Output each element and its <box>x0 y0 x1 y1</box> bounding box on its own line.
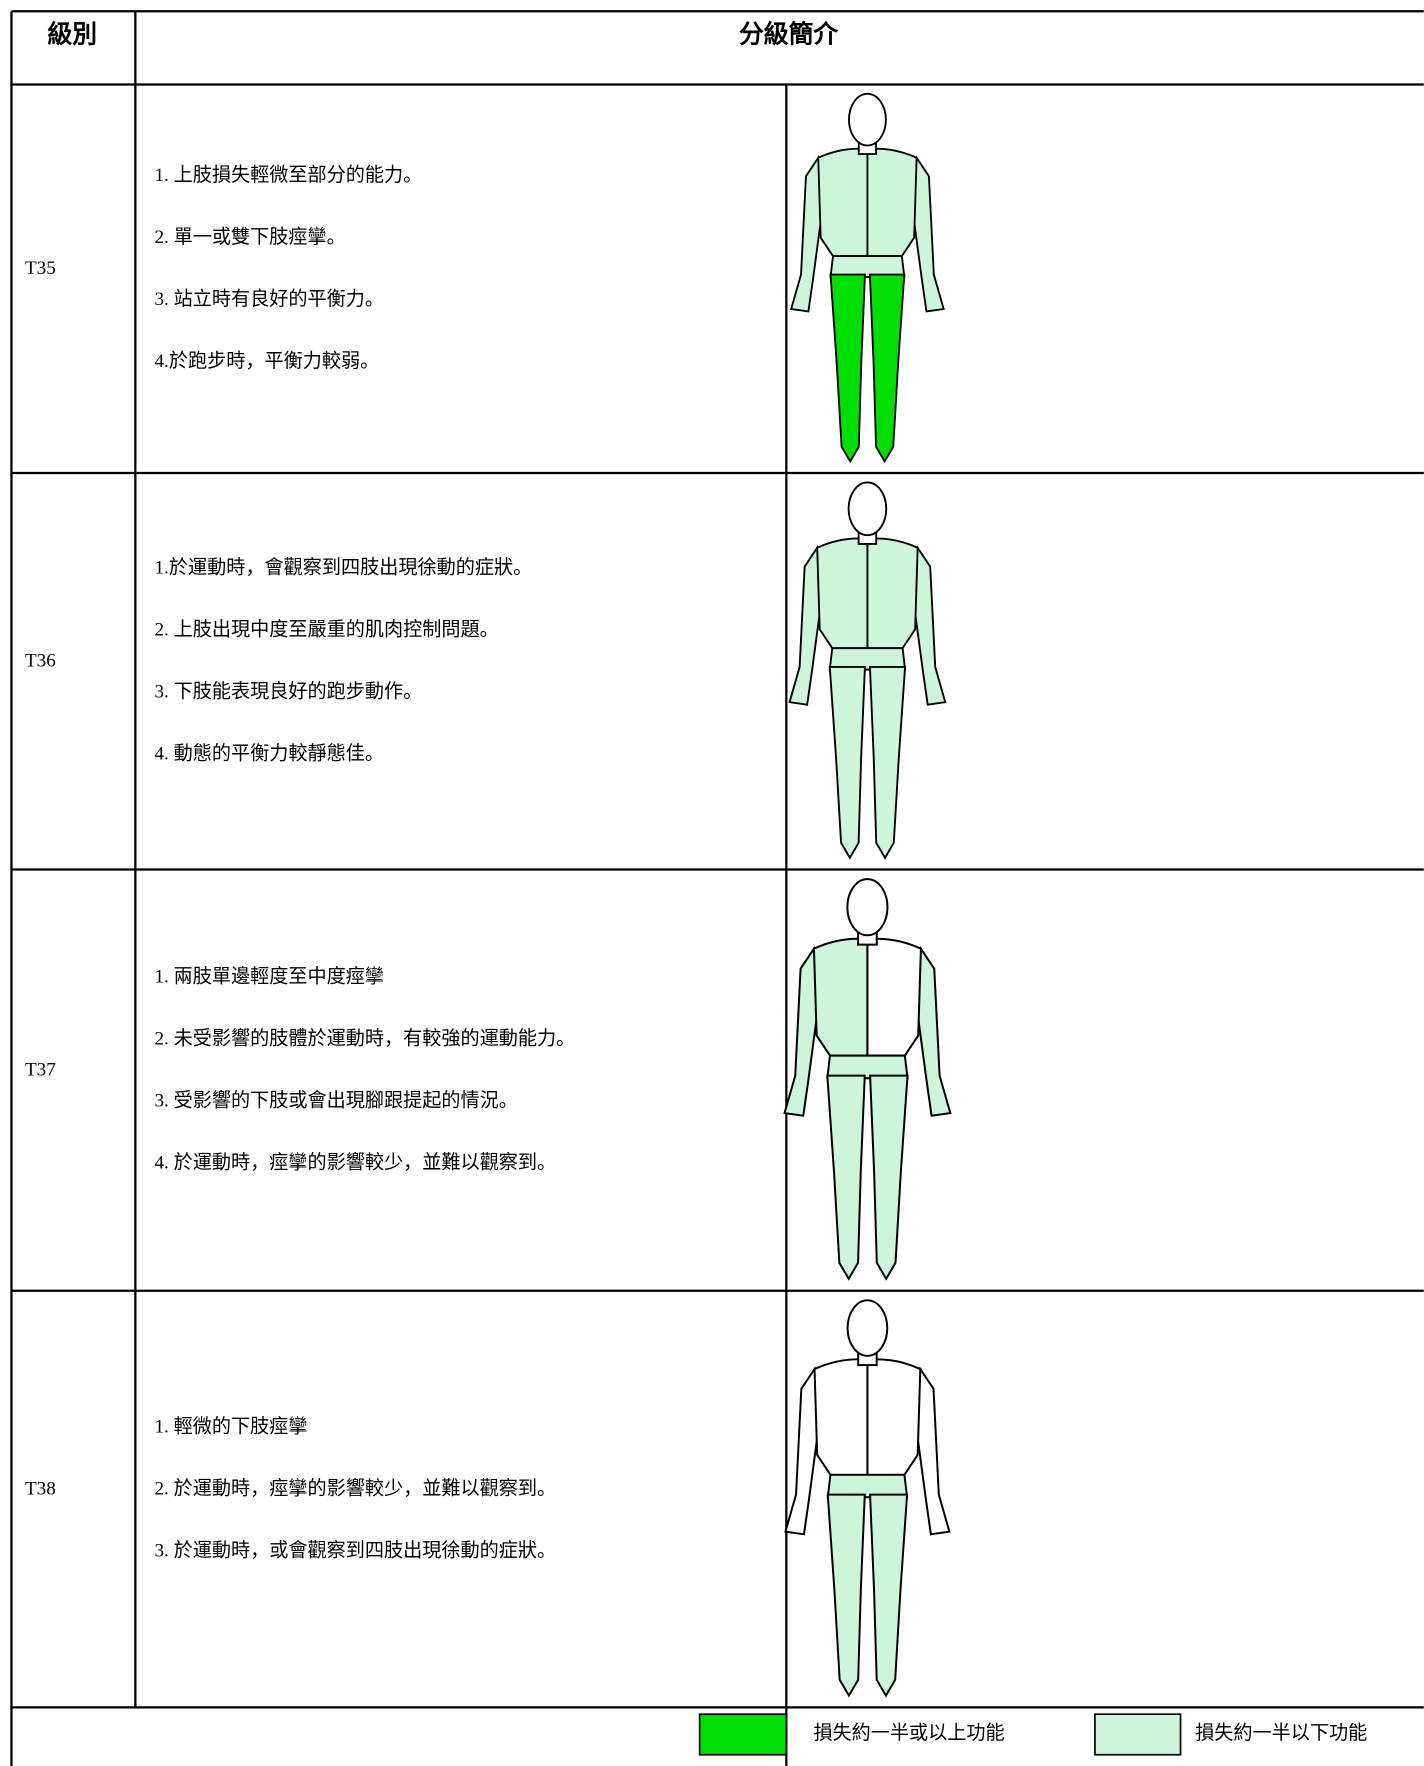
description-line: 3. 於運動時，或會觀察到四肢出現徐動的症狀。 <box>154 1539 556 1561</box>
description-line: 1. 兩肢單邊輕度至中度痙攣 <box>154 966 383 988</box>
body-torsoR <box>866 1358 922 1476</box>
head <box>848 92 887 147</box>
description-line: 2. 單一或雙下肢痙攣。 <box>154 226 345 248</box>
description-line: 2. 上肢出現中度至嚴重的肌肉控制問題。 <box>154 619 498 641</box>
description-line: 1. 輕微的下肢痙攣 <box>154 1416 307 1438</box>
body-torsoL <box>813 1358 869 1476</box>
grade: T35 <box>25 258 56 279</box>
body-torsoL <box>816 537 869 650</box>
grade: T37 <box>25 1059 56 1080</box>
body-legL <box>826 1493 866 1698</box>
body-torsoL <box>812 937 869 1057</box>
description-line: 2. 未受影響的肢體於運動時，有較強的運動能力。 <box>154 1028 575 1050</box>
description-line: 4.於跑步時，平衡力較弱。 <box>154 350 379 372</box>
description-line: 1.於運動時，會觀察到四肢出現徐動的症狀。 <box>154 557 532 579</box>
grade: T36 <box>25 651 56 672</box>
description-line: 4. 於運動時，痙攣的影響較少，並難以觀察到。 <box>154 1151 556 1173</box>
body-legR <box>869 1493 909 1698</box>
body-torsoR <box>866 937 922 1057</box>
legend-swatch <box>698 1713 788 1756</box>
head <box>846 1299 889 1357</box>
header-description: 分級簡介 <box>739 20 839 49</box>
body-torsoR <box>866 147 918 258</box>
body-figure <box>783 878 952 1281</box>
description-line: 1. 上肢損失輕微至部分的能力。 <box>154 164 422 186</box>
legend-swatch <box>1094 1713 1182 1756</box>
description-line: 4. 動態的平衡力較靜態佳。 <box>154 743 383 765</box>
body-legR <box>869 1074 909 1281</box>
header-grade: 級別 <box>48 20 98 49</box>
body-torsoL <box>817 147 869 258</box>
description-line: 3. 下肢能表現良好的跑步動作。 <box>154 681 422 703</box>
description-line: 3. 站立時有良好的平衡力。 <box>154 288 383 310</box>
legend-label: 損失約一半或以上功能 <box>813 1722 1004 1744</box>
body-legL <box>828 666 866 860</box>
body-figure <box>788 481 947 860</box>
body-figure <box>790 92 945 464</box>
body-figure <box>784 1299 951 1698</box>
body-torsoR <box>866 537 919 650</box>
body-legR <box>868 273 906 464</box>
body-legL <box>826 1074 866 1281</box>
description-line: 2. 於運動時，痙攣的影響較少，並難以觀察到。 <box>154 1477 556 1499</box>
body-legR <box>868 666 907 860</box>
legend-label: 損失約一半以下功能 <box>1195 1722 1367 1744</box>
body-legL <box>829 273 866 464</box>
head <box>847 481 888 537</box>
head <box>846 878 889 937</box>
description-line: 3. 受影響的下肢或會出現腳跟提起的情況。 <box>154 1089 517 1111</box>
grade: T38 <box>25 1478 56 1499</box>
